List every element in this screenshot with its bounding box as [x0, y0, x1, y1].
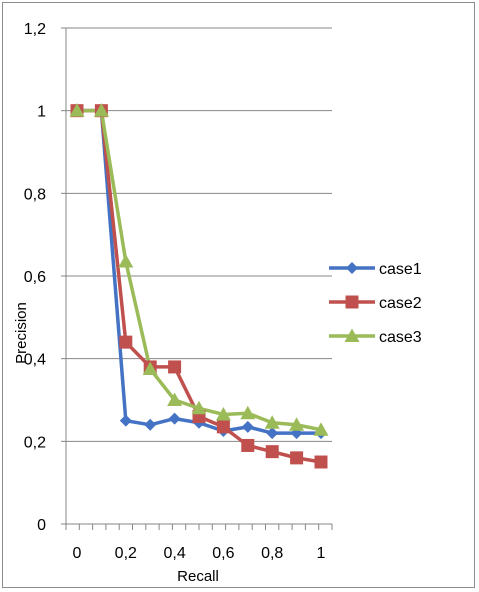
y-tick-label: 0,6	[24, 269, 46, 286]
y-tick-label: 1	[37, 104, 46, 121]
data-point-square	[216, 420, 230, 434]
data-point-diamond	[266, 427, 279, 440]
data-point-square	[168, 360, 182, 374]
data-point-diamond	[119, 414, 132, 427]
data-point-diamond	[346, 262, 358, 274]
y-tick-label: 0	[37, 517, 46, 534]
x-tick-label: 0	[73, 545, 82, 562]
chart-frame: 0 0,2 0,4 0,6 0,8 1 1,2 0 0,2 0,4 0,6 0,8 1 case1 cas…	[2, 2, 475, 588]
x-tick-label: 0,6	[212, 545, 234, 562]
axes: 0 0,2 0,4 0,6 0,8 1 1,2 0 0,2 0,4 0,6 0,8 1	[24, 21, 333, 562]
data-point-diamond	[144, 418, 157, 431]
data-point-triangle	[69, 103, 85, 117]
y-tick-label: 0,2	[24, 434, 46, 451]
data-point-diamond	[168, 412, 181, 425]
data-point-triangle	[142, 361, 158, 375]
data-point-triangle	[167, 392, 183, 406]
data-point-square	[314, 455, 328, 469]
data-point-triangle	[344, 328, 360, 342]
series-markers	[69, 103, 329, 469]
gridlines	[66, 27, 332, 442]
legend: case1 case2 case3	[329, 261, 422, 346]
legend-label: case2	[379, 295, 422, 312]
data-point-square	[345, 295, 359, 309]
data-point-square	[119, 335, 133, 349]
data-point-triangle	[118, 254, 134, 268]
data-point-diamond	[241, 420, 254, 433]
data-point-triangle	[93, 103, 109, 117]
data-point-triangle	[264, 415, 280, 429]
data-point-triangle	[191, 400, 207, 415]
x-axis-title: Recall	[177, 568, 219, 585]
line-chart: 00,20,40,60,811,20 0,2 0,4 0,6 0,8 1 case1cas…	[13, 21, 422, 585]
y-tick-label: 1,2	[24, 21, 46, 38]
x-tick-label: 0,4	[163, 545, 185, 562]
legend-label: case1	[379, 261, 422, 278]
data-point-square	[290, 451, 304, 465]
x-tick-label: 0,2	[115, 545, 137, 562]
series-line-case1	[77, 108, 321, 435]
x-tick-label: 0,8	[261, 545, 283, 562]
legend-label: case3	[379, 329, 422, 346]
data-point-square	[241, 438, 255, 452]
y-tick-label: 0,4	[24, 352, 46, 369]
data-point-square	[265, 445, 279, 459]
data-point-triangle	[240, 405, 256, 420]
data-point-triangle	[289, 417, 305, 431]
data-point-triangle	[313, 422, 329, 436]
y-tick-label: 0,8	[24, 186, 46, 203]
x-tick-label: 1	[317, 545, 326, 562]
y-axis-title: Precision	[13, 302, 30, 364]
data-point-triangle	[215, 406, 231, 421]
